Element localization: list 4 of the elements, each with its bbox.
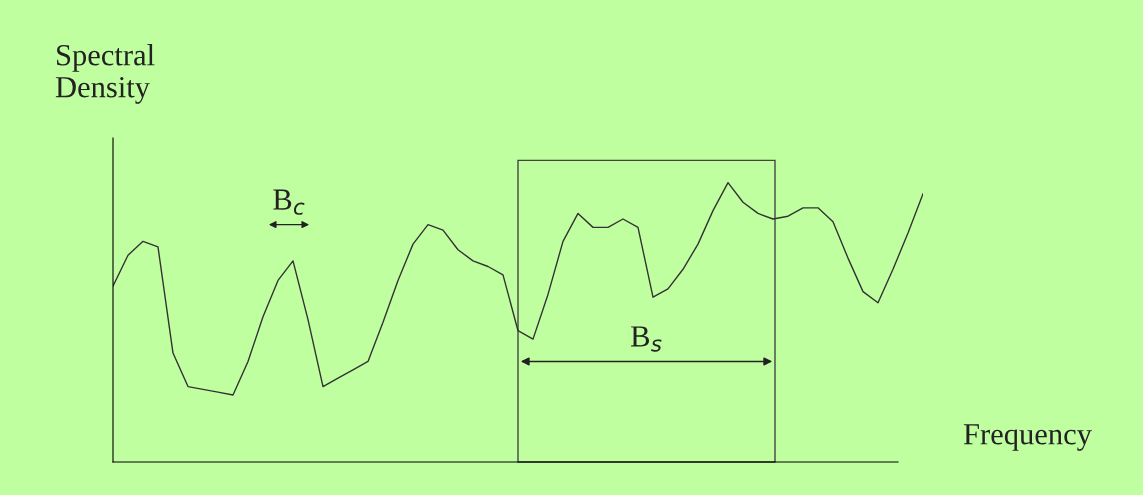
annotation: B$_{c}$	[273, 189, 305, 215]
x-axis-title: Frequency	[963, 424, 1092, 451]
y-axis-title: Spectral Density	[55, 44, 155, 104]
annotation: B$_{s}$	[631, 326, 662, 352]
